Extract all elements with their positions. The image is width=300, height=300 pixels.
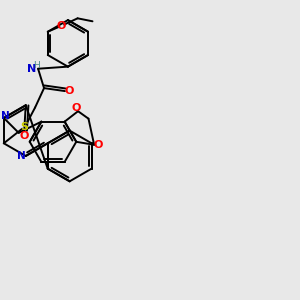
Text: N: N: [1, 111, 10, 122]
Text: O: O: [72, 103, 81, 112]
Text: O: O: [56, 21, 66, 31]
Text: S: S: [21, 122, 29, 132]
Text: N: N: [27, 64, 36, 74]
Text: O: O: [65, 86, 74, 96]
Text: H: H: [33, 61, 40, 70]
Text: O: O: [94, 140, 103, 150]
Text: O: O: [20, 131, 29, 141]
Text: N: N: [17, 151, 26, 161]
